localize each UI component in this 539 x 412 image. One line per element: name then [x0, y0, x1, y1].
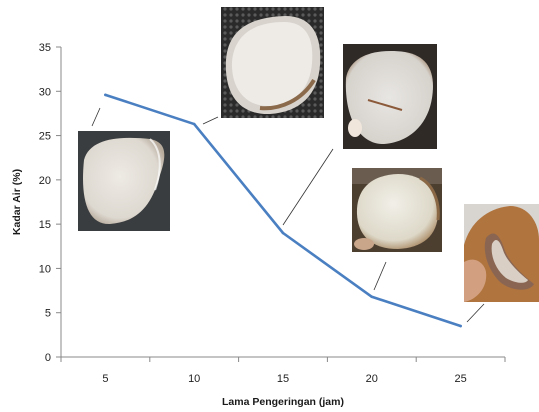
leader-line — [282, 148, 334, 226]
y-tick-label: 30 — [39, 86, 51, 98]
y-tick-label: 25 — [39, 131, 51, 143]
sample-photo-25h — [464, 204, 539, 302]
sample-photo-15h — [343, 44, 437, 149]
y-tick-label: 0 — [45, 352, 51, 364]
leader-lines — [91, 107, 485, 323]
data-point — [192, 122, 196, 126]
x-tick-label: 15 — [277, 373, 289, 385]
data-point — [281, 231, 285, 235]
x-tick-label: 5 — [102, 373, 108, 385]
y-tick-label: 5 — [45, 308, 51, 320]
data-point — [459, 324, 462, 328]
data-point — [370, 295, 374, 299]
y-tick-labels: 0 5 10 15 20 25 30 35 — [39, 42, 51, 364]
y-axis-title: Kadar Air (%) — [11, 169, 23, 235]
sample-photo-5h — [78, 131, 170, 231]
sample-photo-10h — [221, 7, 324, 118]
x-tick-label: 25 — [454, 373, 466, 385]
y-tick-label: 20 — [39, 175, 51, 187]
leader-line — [202, 116, 219, 125]
x-tick-label: 10 — [188, 373, 200, 385]
x-tick-labels: 5 10 15 20 25 — [102, 373, 466, 385]
leader-line — [91, 107, 101, 127]
leader-line — [466, 303, 485, 323]
data-point — [104, 93, 107, 97]
y-tick-label: 10 — [39, 263, 51, 275]
sample-photo-20h — [352, 168, 442, 252]
x-tick-label: 20 — [366, 373, 378, 385]
y-tick-label: 35 — [39, 42, 51, 54]
x-axis-title: Lama Pengeringan (jam) — [222, 396, 344, 408]
y-tick-label: 15 — [39, 219, 51, 231]
leader-line — [373, 261, 387, 291]
